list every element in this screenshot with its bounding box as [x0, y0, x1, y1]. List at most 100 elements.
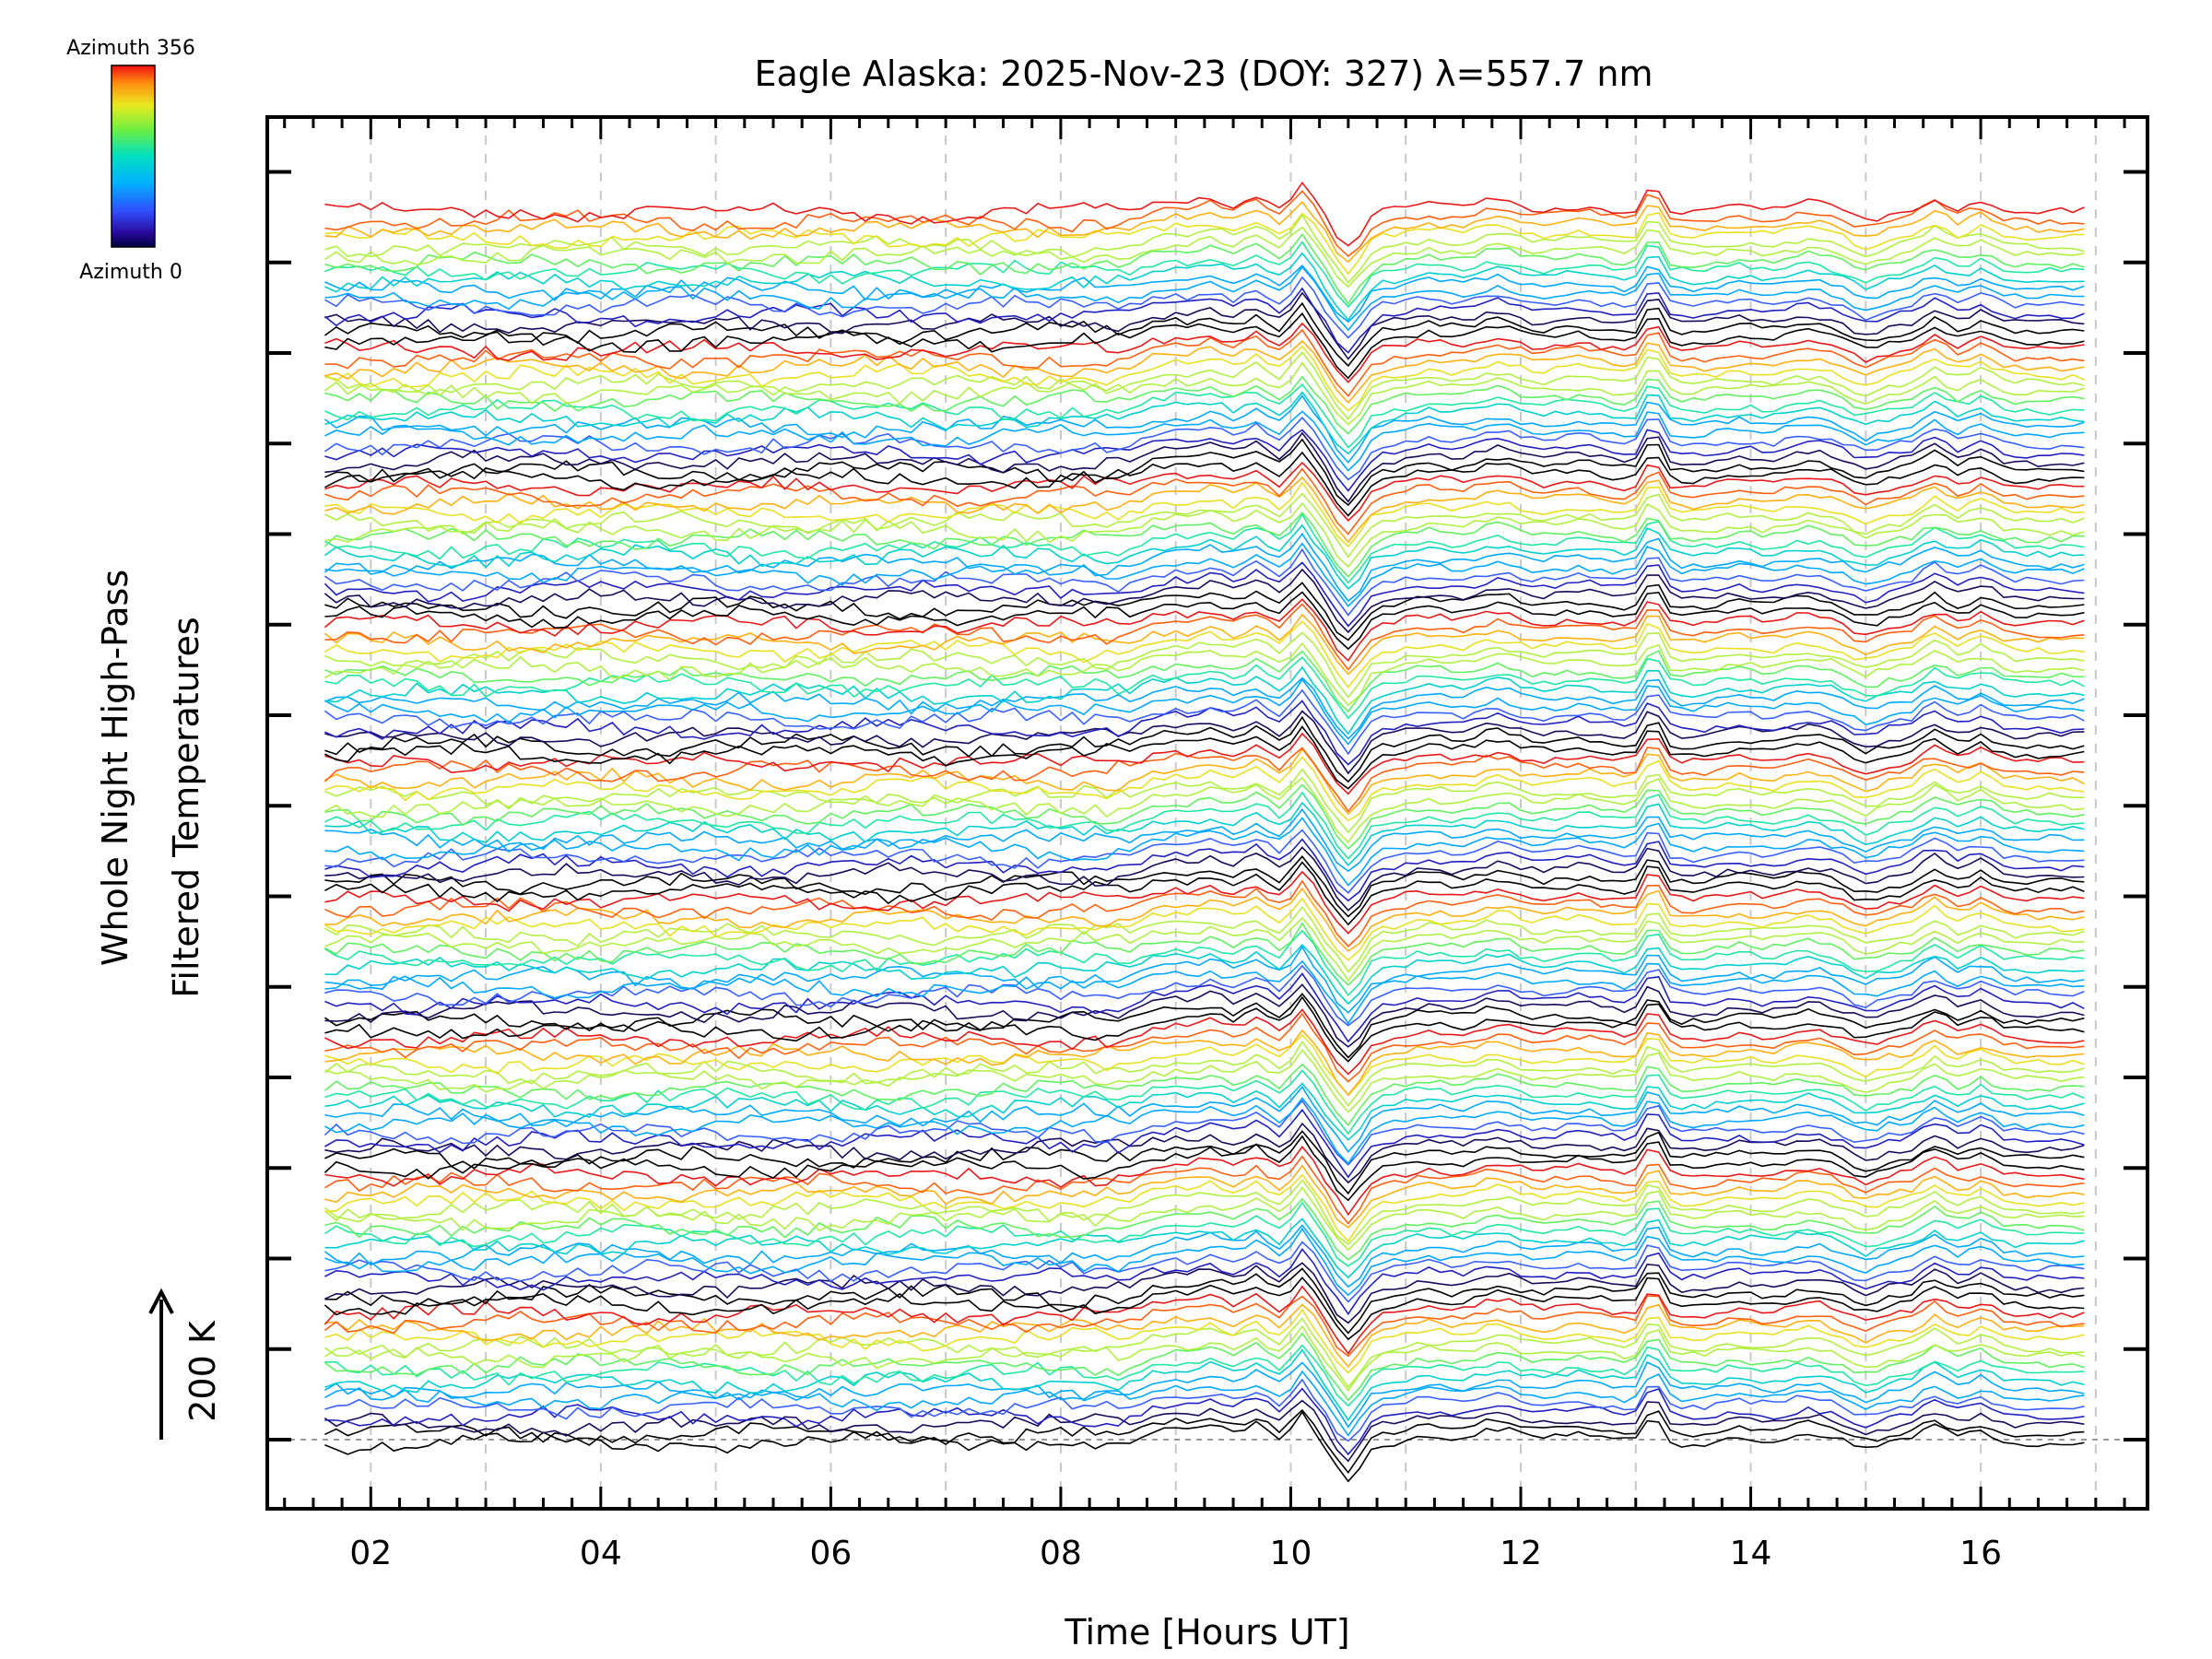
x-tick-label-10: 10 — [1270, 1535, 1312, 1572]
series-line — [324, 817, 2085, 887]
series-line — [324, 879, 2085, 947]
series-line — [324, 391, 2085, 455]
scale-indicator: 200 K — [148, 1288, 223, 1440]
series-line — [324, 226, 2085, 288]
series-line — [324, 1224, 2085, 1288]
series-line — [324, 410, 2085, 472]
series-line — [324, 983, 2085, 1048]
x-tick-label-04: 04 — [580, 1535, 622, 1572]
series-line — [324, 768, 2085, 834]
series-line — [324, 1399, 2085, 1463]
series-line — [324, 665, 2085, 735]
y-axis-label-line2: Filtered Temperatures — [166, 617, 206, 997]
series-line — [324, 1063, 2085, 1127]
series-line — [324, 995, 2085, 1063]
series-line — [324, 776, 2085, 844]
series-line — [324, 200, 2085, 264]
series-line — [324, 801, 2085, 866]
series-line — [324, 265, 2085, 324]
x-tick-label-12: 12 — [1500, 1535, 1542, 1572]
series-line — [324, 829, 2085, 894]
series-line — [324, 345, 2085, 412]
series-line — [324, 1295, 2085, 1358]
series-line — [324, 1012, 2085, 1083]
series-line — [324, 1324, 2085, 1393]
series-line — [324, 756, 2085, 822]
series-line — [324, 1308, 2085, 1374]
series-line — [324, 993, 2085, 1059]
series-line — [324, 252, 2085, 322]
series-line — [324, 1317, 2085, 1389]
series-line — [324, 213, 2085, 284]
series-line — [324, 502, 2085, 569]
colorbar-bottom-label: Azimuth 0 — [79, 261, 182, 284]
series-line — [324, 603, 2085, 671]
series-line — [324, 1179, 2085, 1246]
series-line — [324, 1276, 2085, 1341]
series-line — [324, 561, 2085, 628]
series-line — [324, 591, 2085, 651]
series-line — [324, 394, 2085, 465]
series-line — [324, 807, 2085, 873]
series-line — [324, 241, 2085, 308]
series-line — [324, 783, 2085, 850]
series-line — [324, 1285, 2085, 1355]
series-line — [324, 375, 2085, 435]
series-line — [324, 715, 2085, 783]
series-line — [324, 351, 2085, 420]
series-line — [324, 1344, 2085, 1407]
series-line — [324, 641, 2085, 707]
axis-ticks — [267, 117, 2147, 1509]
series-line — [324, 791, 2085, 860]
series-line — [324, 747, 2085, 816]
x-tick-label-02: 02 — [349, 1535, 392, 1572]
series-line — [324, 265, 2085, 332]
series-line — [324, 438, 2085, 507]
series-line — [324, 846, 2085, 912]
series-line — [324, 631, 2085, 699]
series-line — [324, 417, 2085, 481]
series-line — [324, 838, 2085, 902]
series-line — [324, 747, 2085, 813]
series-line — [324, 451, 2085, 517]
series-line — [324, 1262, 2085, 1324]
series-line — [324, 964, 2085, 1027]
series-group — [324, 181, 2085, 1483]
series-line — [324, 1029, 2085, 1097]
series-line — [324, 1048, 2085, 1113]
series-line — [324, 524, 2085, 590]
series-line — [324, 568, 2085, 634]
series-line — [324, 1378, 2085, 1442]
x-tick-label-08: 08 — [1040, 1535, 1082, 1572]
series-line — [324, 887, 2085, 952]
series-line — [324, 1008, 2085, 1076]
series-line — [324, 1082, 2085, 1141]
series-line — [324, 532, 2085, 603]
colorbar-top-label: Azimuth 356 — [66, 37, 195, 60]
series-line — [324, 431, 2085, 503]
series-line — [324, 1069, 2085, 1135]
series-line — [324, 1097, 2085, 1165]
series-line — [324, 677, 2085, 740]
series-line — [324, 1040, 2085, 1107]
colorbar: Azimuth 356 Azimuth 0 — [66, 37, 195, 284]
series-line — [324, 613, 2085, 676]
series-line — [324, 481, 2085, 548]
series-line — [324, 287, 2085, 354]
chart-title: Eagle Alaska: 2025-Nov-23 (DOY: 327) λ=5… — [755, 53, 1653, 94]
series-line — [324, 972, 2085, 1043]
x-tick-label-06: 06 — [809, 1535, 852, 1572]
series-line — [324, 1241, 2085, 1303]
scale-arrow-head — [148, 1288, 174, 1314]
series-line — [324, 1155, 2085, 1225]
series-line — [324, 429, 2085, 492]
series-line — [324, 1227, 2085, 1297]
series-line — [324, 1248, 2085, 1316]
series-line — [324, 620, 2085, 688]
series-line — [324, 1370, 2085, 1437]
series-line — [324, 650, 2085, 713]
series-line — [324, 1122, 2085, 1184]
series-line — [324, 1100, 2085, 1166]
series-line — [324, 312, 2085, 380]
